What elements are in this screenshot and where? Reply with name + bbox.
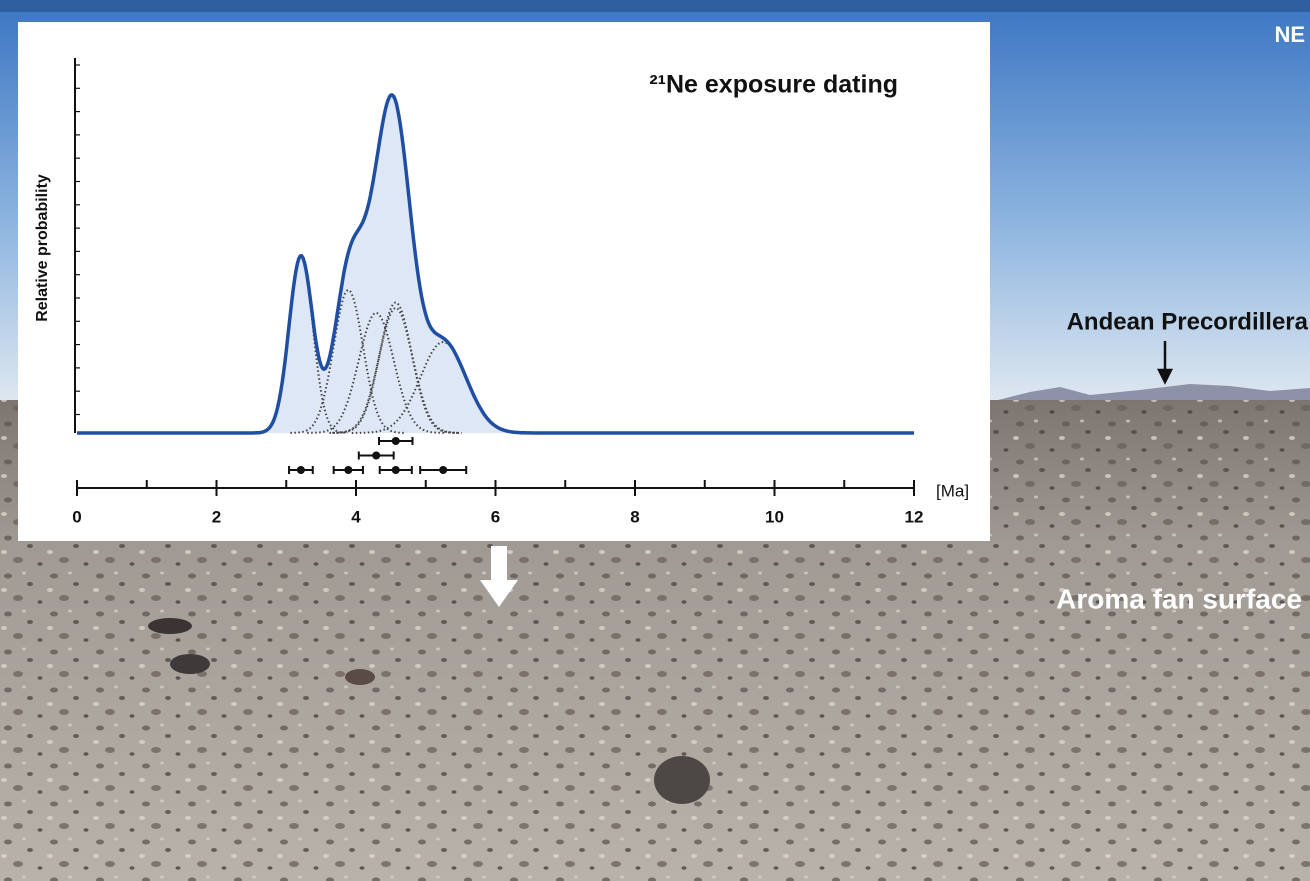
chart-title: ²¹Ne exposure dating (649, 71, 898, 99)
x-tick-label: 10 (765, 507, 784, 526)
age-point (297, 466, 305, 474)
age-point (439, 466, 447, 474)
x-tick-label: 12 (905, 507, 924, 526)
x-axis-unit: [Ma] (936, 481, 969, 500)
chart-panel (18, 22, 990, 541)
x-tick-label: 8 (630, 507, 639, 526)
mountain-label: Andean Precordillera (1067, 308, 1309, 335)
x-tick-label: 4 (351, 507, 361, 526)
page: NE Andean Precordillera Aroma fan surfac… (0, 0, 1310, 881)
figure: NE Andean Precordillera Aroma fan surfac… (0, 0, 1310, 881)
surface-label: Aroma fan surface (1056, 583, 1302, 614)
age-point (392, 466, 400, 474)
age-point (392, 437, 400, 445)
x-tick-label: 0 (72, 507, 81, 526)
x-tick-label: 2 (212, 507, 221, 526)
rock (170, 654, 210, 674)
rock (148, 618, 192, 634)
rock (345, 669, 375, 685)
direction-label: NE (1274, 22, 1305, 47)
x-tick-label: 6 (491, 507, 500, 526)
rock (654, 756, 710, 804)
y-axis-label: Relative probability (34, 174, 51, 322)
age-point (372, 452, 380, 460)
age-point (344, 466, 352, 474)
